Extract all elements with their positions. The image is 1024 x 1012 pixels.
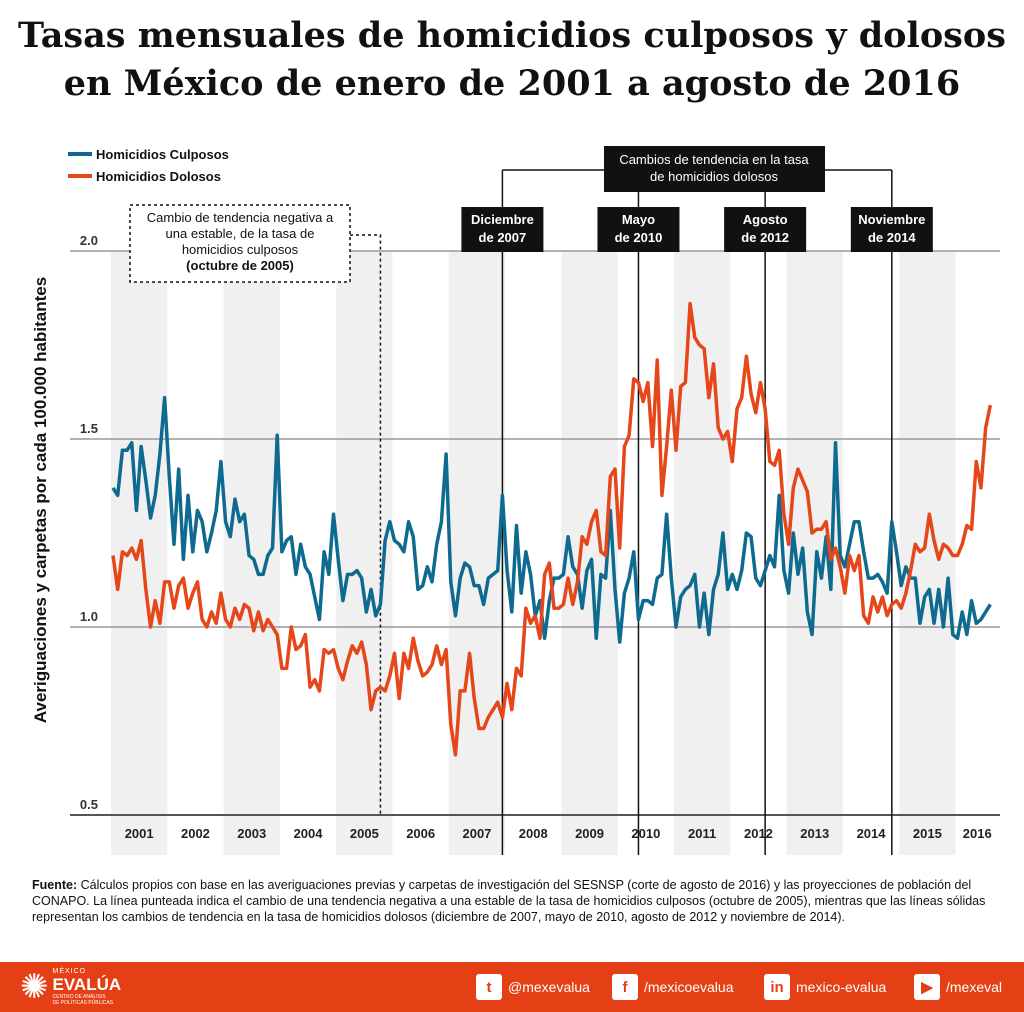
date-label-text: de 2010 (615, 230, 663, 245)
dotted-annotation-box (129, 204, 351, 283)
date-label-box (850, 207, 933, 252)
y-tick-label: 0.5 (80, 797, 98, 812)
y-tick-label: 2.0 (80, 233, 98, 248)
social-youtube[interactable]: ▶ /mexeval (914, 974, 1002, 1000)
x-tick-label: 2016 (963, 826, 992, 841)
date-label-text: Diciembre (471, 212, 534, 227)
annotation-header-text: de homicidios dolosos (650, 169, 778, 184)
x-tick-label: 2001 (125, 826, 154, 841)
x-tick-label: 2006 (406, 826, 435, 841)
x-tick-label: 2010 (631, 826, 660, 841)
x-tick-label: 2014 (857, 826, 887, 841)
dotted-annotation-text: Cambio de tendencia negativa a (147, 210, 334, 225)
date-label-text: Agosto (743, 212, 788, 227)
logo-star-icon: ✺ (20, 968, 49, 1006)
x-tick-label: 2013 (800, 826, 829, 841)
logo-text: MÉXICO EVALÚA CENTRO DE ANÁLISIS DE POLÍ… (53, 968, 122, 1006)
dotted-annotation-text: homicidios culposos (182, 242, 299, 257)
year-band (899, 251, 956, 855)
date-label-text: Mayo (622, 212, 655, 227)
date-label-text: de 2012 (741, 230, 789, 245)
social-label: /mexicoevalua (644, 979, 734, 995)
x-tick-label: 2007 (462, 826, 491, 841)
date-label-text: Noviembre (858, 212, 925, 227)
series-points (112, 397, 991, 643)
logo-main: EVALÚA (52, 975, 122, 994)
x-tick-label: 2015 (913, 826, 942, 841)
annotation-header-box (604, 146, 825, 192)
logo-top: MÉXICO (52, 968, 87, 975)
source-text: Cálculos propios con base en las averigu… (32, 878, 986, 924)
date-label-text: de 2007 (479, 230, 527, 245)
x-tick-label: 2008 (519, 826, 548, 841)
date-label-box (461, 207, 544, 252)
date-label-box (597, 207, 680, 252)
x-tick-label: 2003 (237, 826, 266, 841)
mexico-evalua-logo[interactable]: ✺ MÉXICO EVALÚA CENTRO DE ANÁLISIS DE PO… (20, 968, 121, 1006)
x-tick-label: 2009 (575, 826, 604, 841)
source-label: Fuente: (32, 878, 78, 892)
y-axis-label: Averiguaciones y carpetas por cada 100.0… (31, 277, 50, 723)
legend-label: Homicidios Culposos (96, 147, 229, 162)
linkedin-icon: in (764, 974, 790, 1000)
x-tick-label: 2004 (294, 826, 324, 841)
series-points (112, 303, 991, 755)
social-label: /mexeval (946, 979, 1003, 995)
annotation-header-text: Cambios de tendencia en la tasa (619, 152, 809, 167)
twitter-icon: t (476, 974, 502, 1000)
dotted-annotation-text: una estable, de la tasa de (166, 226, 315, 241)
social-facebook[interactable]: f /mexicoevalua (612, 974, 734, 1000)
year-band (448, 251, 506, 855)
chart-title: Tasas mensuales de homicidios culposos y… (18, 15, 1006, 104)
youtube-icon: ▶ (914, 974, 940, 1000)
logo-sub2: DE POLÍTICAS PÚBLICAS (52, 1000, 114, 1006)
series-line-dolosos (111, 301, 993, 757)
footer-bar: ✺ MÉXICO EVALÚA CENTRO DE ANÁLISIS DE PO… (0, 962, 1024, 1012)
x-tick-label: 2012 (744, 826, 773, 841)
date-label-text: de 2014 (868, 230, 916, 245)
y-tick-label: 1.5 (80, 421, 98, 436)
social-label: mexico-evalua (796, 979, 887, 995)
legend-label: Homicidios Dolosos (96, 169, 221, 184)
x-tick-label: 2011 (688, 826, 716, 841)
facebook-icon: f (612, 974, 638, 1000)
date-label-box (724, 207, 807, 252)
social-label: @mexevalua (508, 979, 590, 995)
x-tick-label: 2002 (181, 826, 210, 841)
dotted-annotation-date: (octubre de 2005) (186, 258, 294, 273)
dotted-trend-line (350, 234, 382, 815)
line-chart: 2001 2002 2003 2004 2005 2006 2007 2008 2009 2010… (31, 146, 1000, 855)
social-twitter[interactable]: t @mexevalua (476, 974, 590, 1000)
social-linkedin[interactable]: in mexico-evalua (764, 974, 886, 1000)
x-tick-label: 2005 (350, 826, 379, 841)
logo-sub1: CENTRO DE ANÁLISIS (52, 994, 106, 1000)
y-tick-label: 1.0 (80, 609, 98, 624)
source-note: Fuente: Cálculos propios con base en las… (32, 877, 992, 925)
